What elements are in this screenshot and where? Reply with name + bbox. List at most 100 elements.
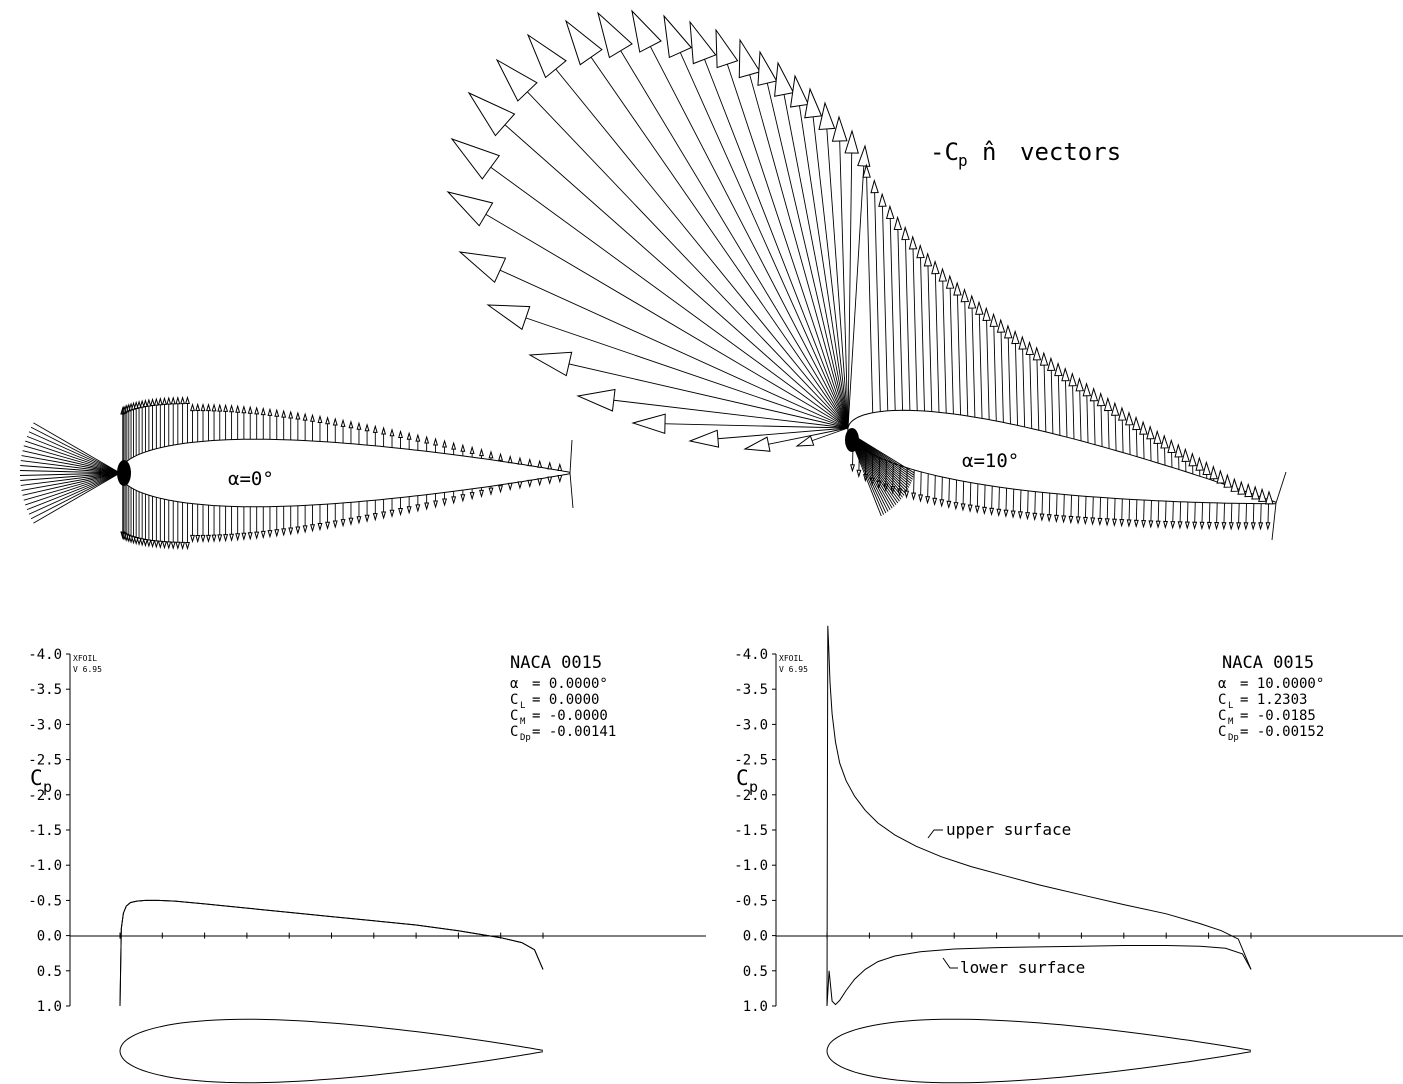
y-tick-label: -2.5 bbox=[734, 753, 768, 769]
lower-cp-vector-head bbox=[939, 499, 945, 508]
upper-cp-vector-head bbox=[195, 402, 201, 412]
le-suction-vector-head bbox=[857, 144, 871, 167]
y-tick-label: -0.5 bbox=[734, 893, 768, 909]
lower-cp-vector-head bbox=[1243, 522, 1249, 531]
le-vector bbox=[20, 472, 121, 486]
upper-cp-vector-head bbox=[1181, 447, 1190, 462]
le-suction-vector bbox=[759, 51, 849, 429]
le-suction-vector bbox=[487, 304, 849, 429]
lower-cp-vector-head bbox=[1017, 511, 1023, 520]
upper-cp-vector bbox=[971, 296, 976, 418]
upper-cp-vector-head bbox=[223, 403, 229, 412]
le-suction-vector bbox=[468, 92, 849, 429]
cp-line-1 bbox=[119, 899, 544, 1007]
le-vector bbox=[30, 426, 121, 474]
le-suction-vector-head bbox=[663, 14, 693, 59]
lower-cp-vector-head bbox=[974, 505, 980, 514]
le-suction-vector bbox=[739, 39, 849, 429]
upper-cp-vector-head bbox=[136, 400, 142, 409]
lower-cp-vector-head bbox=[424, 502, 430, 511]
le-vector bbox=[20, 470, 121, 474]
upper-cp-vector-head bbox=[1146, 425, 1155, 440]
le-vector bbox=[25, 472, 121, 506]
lower-cp-vector-head bbox=[200, 534, 206, 544]
le-suction-vector-head bbox=[597, 11, 633, 59]
upper-cp-vector-head bbox=[247, 405, 253, 414]
coefficient-symbol: C bbox=[510, 724, 518, 740]
upper-cp-vector-head bbox=[356, 421, 362, 430]
lower-cp-vector-head bbox=[433, 500, 439, 509]
lower-cp-vector-head bbox=[1032, 512, 1038, 522]
lower-cp-vector-head bbox=[332, 520, 338, 529]
coefficient-subscript: M bbox=[1228, 717, 1234, 727]
coefficient-value: = 1.2303 bbox=[1240, 692, 1307, 708]
upper-cp-vector-head bbox=[161, 396, 167, 405]
upper-cp-vector bbox=[1036, 347, 1040, 431]
y-tick-group: -4.0 -3.5 -3.0 -2.5 -2.0 -1.5 -1.0 -0.5 0.0 0.5 1.… bbox=[28, 647, 70, 1015]
ylabel-p-subscript: p bbox=[749, 778, 758, 796]
upper-cp-vector-head bbox=[241, 404, 247, 414]
upper-cp-vector-head bbox=[340, 418, 346, 427]
le-suction-vector bbox=[565, 20, 849, 429]
lower-cp-vector-head bbox=[1184, 521, 1190, 530]
lower-cp-vector-head bbox=[235, 533, 241, 542]
upper-cp-vector bbox=[873, 180, 881, 412]
upper-cp-vector-head bbox=[1160, 434, 1169, 449]
airfoil-outline bbox=[119, 1018, 543, 1084]
le-vector bbox=[21, 455, 121, 474]
lower-cp-vector-head bbox=[1068, 515, 1074, 525]
upper-cp-vector bbox=[1007, 325, 1011, 424]
le-suction-vector bbox=[447, 191, 849, 429]
lower-cp-vector-head bbox=[451, 496, 457, 505]
upper-cp-vector-head bbox=[507, 454, 513, 464]
lower-cp-vector-head bbox=[1010, 510, 1016, 519]
lower-cp-vector-head bbox=[904, 490, 910, 499]
le-suction-vector-head bbox=[565, 19, 603, 66]
lower-cp-vector-head bbox=[157, 540, 163, 550]
upper-cp-vector-head bbox=[982, 306, 991, 321]
coefficient-symbol: C bbox=[1218, 692, 1226, 708]
lower-cp-vector-head bbox=[557, 474, 563, 484]
lower-cp-vector-head bbox=[241, 532, 247, 542]
lower-surface-leader bbox=[942, 957, 958, 969]
le-suction-vector bbox=[847, 130, 853, 429]
lower-cp-vector-head bbox=[1163, 520, 1168, 530]
le-vector bbox=[28, 472, 121, 515]
lower-surface-annotation: lower surface bbox=[960, 958, 1085, 977]
le-suction-vector bbox=[631, 10, 849, 429]
upper-cp-vector-head bbox=[908, 235, 918, 250]
lower-cp-vector-head bbox=[139, 538, 145, 547]
xfoil-version: V 6.95 bbox=[779, 665, 808, 674]
upper-cp-vector-head bbox=[1089, 386, 1099, 402]
coefficient-symbol: C bbox=[510, 692, 518, 708]
upper-cp-vector-head bbox=[527, 457, 533, 467]
lower-cp-vector-head bbox=[185, 541, 190, 551]
le-vector bbox=[23, 472, 121, 501]
le-suction-vector bbox=[794, 75, 849, 429]
le-suction-vector bbox=[527, 34, 849, 429]
le-suction-vector-head bbox=[486, 304, 531, 331]
le-vector bbox=[22, 450, 121, 474]
coefficient-subscript: Dp bbox=[1228, 733, 1239, 743]
coefficient-value: = -0.0185 bbox=[1240, 708, 1316, 724]
upper-surface-annotation: upper surface bbox=[946, 820, 1071, 839]
y-tick-label: 0.0 bbox=[37, 929, 62, 945]
upper-cp-vector-head bbox=[1039, 351, 1049, 366]
lower-cp-vector-head bbox=[260, 530, 266, 540]
le-vector bbox=[33, 422, 121, 474]
lower-cp-vector-head bbox=[295, 526, 301, 535]
upper-cp-vector-head bbox=[166, 396, 172, 405]
upper-cp-vector bbox=[904, 227, 911, 411]
lower-cp-vector-head bbox=[180, 541, 186, 551]
coefficient-value: = 10.0000° bbox=[1240, 676, 1324, 692]
upper-cp-vector-head bbox=[274, 408, 280, 417]
upper-cp-vector-head bbox=[1018, 335, 1027, 350]
le-suction-vector-head bbox=[450, 137, 501, 180]
le-vector bbox=[20, 472, 121, 481]
upper-cp-vector-head bbox=[1103, 396, 1113, 412]
upper-cp-vector-head bbox=[170, 396, 176, 405]
coefficient-value: = -0.0000 bbox=[532, 708, 608, 724]
upper-cp-vector-head bbox=[469, 445, 475, 454]
